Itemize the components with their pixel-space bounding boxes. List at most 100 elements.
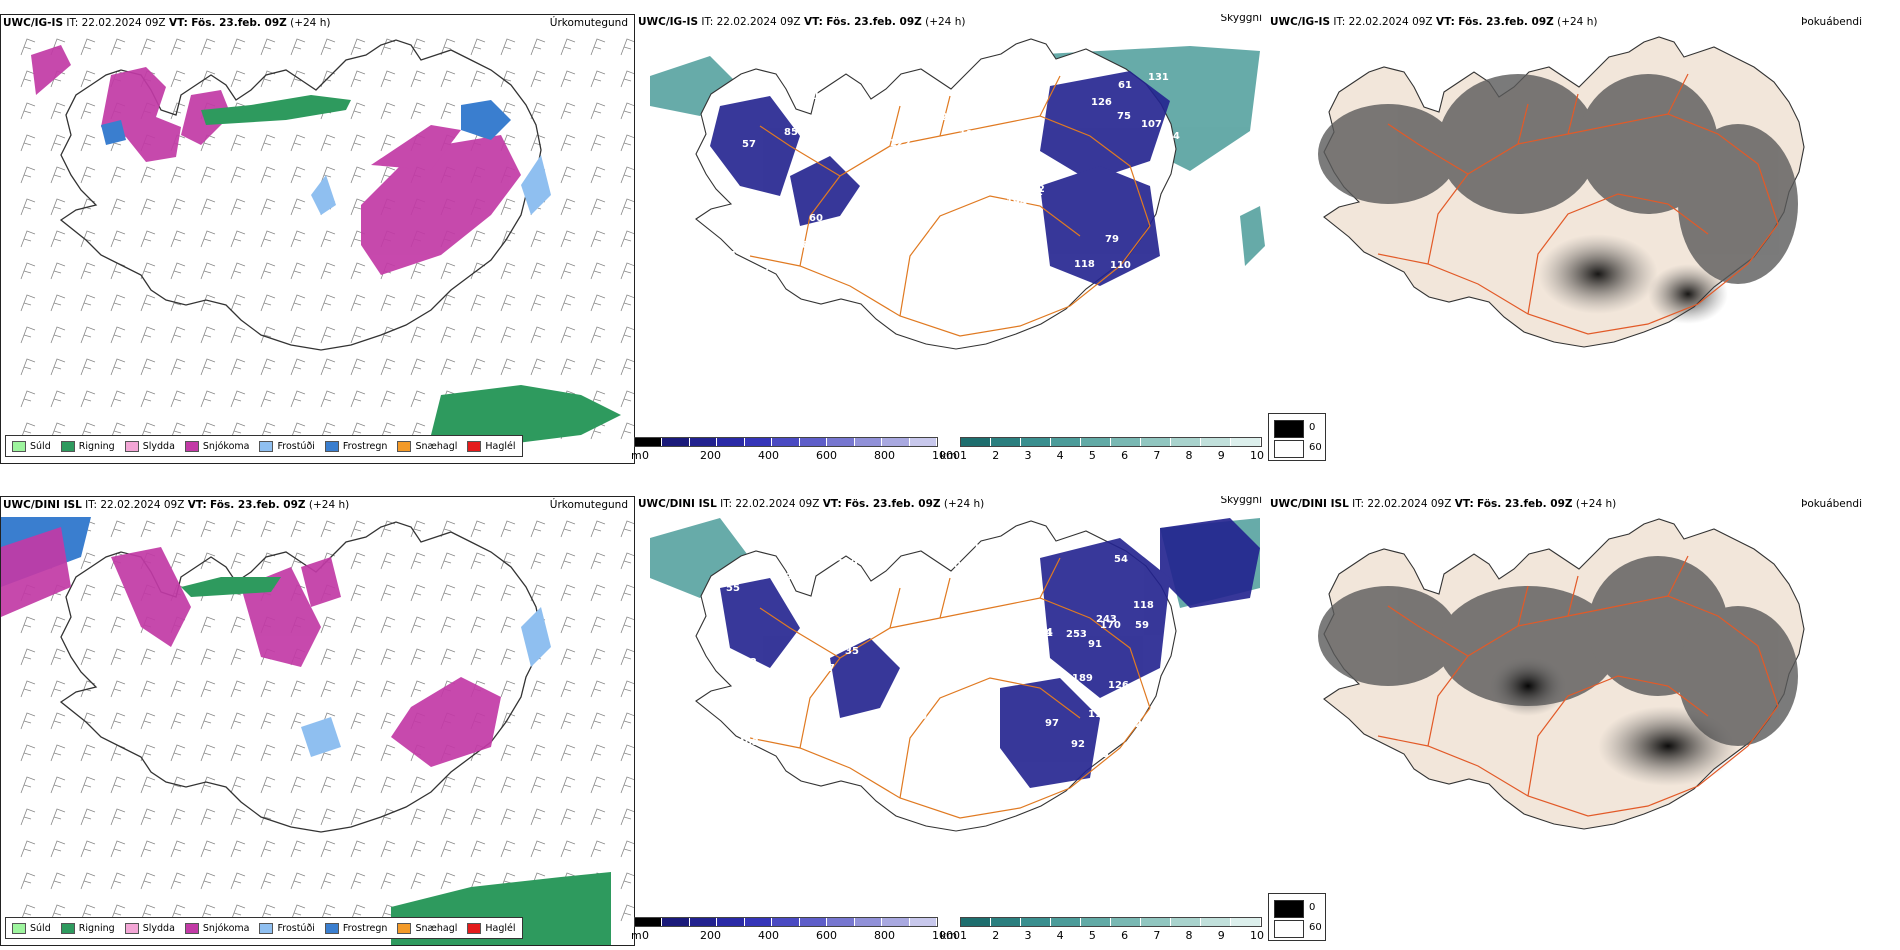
wind-barb (50, 390, 66, 408)
wind-barb (590, 262, 606, 280)
wind-barb (230, 744, 246, 762)
wind-barb (320, 680, 336, 698)
wind-barb (590, 38, 606, 56)
wind-barb (110, 166, 126, 184)
wind-barb (170, 38, 186, 56)
scale-tick-label: 4 (1056, 449, 1064, 462)
wind-barb (560, 166, 576, 184)
wind-barb (470, 70, 486, 88)
scale-tick-label: 200 (700, 929, 721, 942)
wind-barb (50, 262, 66, 280)
wind-barb (260, 808, 276, 826)
wind-barb (500, 262, 516, 280)
wind-barb (20, 680, 36, 698)
wind-barb (440, 808, 456, 826)
wind-barb (380, 712, 396, 730)
wind-barb (80, 744, 96, 762)
panel-title: UWC/DINI ISL IT: 22.02.2024 09Z VT: Fös.… (3, 499, 350, 511)
wind-barb (230, 712, 246, 730)
wind-barb (590, 584, 606, 602)
road (1567, 575, 1579, 617)
wind-barb (80, 904, 96, 922)
wind-barb (230, 872, 246, 890)
wind-barb (260, 166, 276, 184)
wind-barb (320, 840, 336, 858)
wind-barb (530, 520, 546, 538)
legend-swatch (259, 440, 274, 452)
ceiling-label: 81 (723, 250, 737, 261)
scale-tick-label: 3 (1024, 449, 1032, 462)
wind-barb (140, 198, 156, 216)
ceiling-label: 107 (814, 663, 835, 674)
wind-barb (380, 584, 396, 602)
wind-barb (560, 712, 576, 730)
wind-barb (80, 616, 96, 634)
wind-barb (50, 294, 66, 312)
wind-barb (470, 230, 486, 248)
wind-barb (290, 198, 306, 216)
ceiling-label: 243 (1096, 614, 1117, 625)
wind-barb (80, 584, 96, 602)
wind-barb (140, 808, 156, 826)
scale-cell (1021, 918, 1051, 926)
ceiling-label: 170 (1100, 620, 1121, 631)
ceiling-label: 53 (823, 629, 837, 640)
wind-barb (620, 840, 634, 858)
wind-barb (530, 680, 546, 698)
wind-barb (290, 422, 306, 440)
wind-barb (140, 230, 156, 248)
wind-barb (260, 744, 276, 762)
wind-barb (110, 808, 126, 826)
wind-barb (200, 166, 216, 184)
wind-barb (110, 680, 126, 698)
ceiling-label: 107 (1141, 119, 1162, 130)
scale-tick-label: 0 (642, 449, 649, 462)
wind-barb (350, 680, 366, 698)
wind-barb (380, 326, 396, 344)
wind-barb (320, 422, 336, 440)
wind-barb (470, 358, 486, 376)
scale-tick-label: 5 (1088, 929, 1096, 942)
wind-barb (320, 358, 336, 376)
wind-barb (350, 134, 366, 152)
wind-barb (410, 102, 426, 120)
scale-cell (662, 438, 690, 446)
wind-barb (350, 358, 366, 376)
wind-barb (260, 230, 276, 248)
precip-type-legend: Súld Rigning Slydda Snjókoma Frostúði Frostre… (5, 917, 523, 939)
panel-title: UWC/DINI ISL IT: 22.02.2024 09Z VT: Fös.… (1270, 498, 1617, 510)
wind-barb (140, 520, 156, 538)
road (939, 95, 951, 137)
scale-cell (1111, 438, 1141, 446)
ceiling-label: 162 (928, 660, 949, 671)
wind-barb (410, 552, 426, 570)
wind-barb (560, 744, 576, 762)
scale-cell (854, 918, 883, 926)
scale-cell (662, 918, 690, 926)
wind-barb (230, 166, 246, 184)
wind-barb (200, 520, 216, 538)
ceiling-label: 253 (1066, 629, 1087, 640)
legend-item: Slydda (124, 922, 175, 934)
wind-barb (410, 326, 426, 344)
snow-areas (1, 527, 501, 767)
wind-barb (50, 648, 66, 666)
wind-barb (620, 872, 634, 890)
wind-barb (500, 584, 516, 602)
scale-cell (909, 918, 937, 926)
scale-tick-label: 10 (1250, 929, 1264, 942)
ceiling-label: 171 (952, 144, 973, 155)
wind-barb (20, 38, 36, 56)
panel-title: UWC/IG-IS IT: 22.02.2024 09Z VT: Fös. 23… (3, 17, 331, 29)
ceiling-label: 91 (1088, 639, 1102, 650)
ceiling-label: 170 (973, 543, 994, 554)
wind-barb (350, 616, 366, 634)
legend-item: Frostregn (324, 440, 387, 452)
wind-barb (110, 872, 126, 890)
wind-barb (110, 648, 126, 666)
wind-barb (20, 262, 36, 280)
wind-barb (260, 262, 276, 280)
wind-barb (500, 552, 516, 570)
ceiling-label: 60 (947, 560, 961, 571)
wind-barb (320, 390, 336, 408)
